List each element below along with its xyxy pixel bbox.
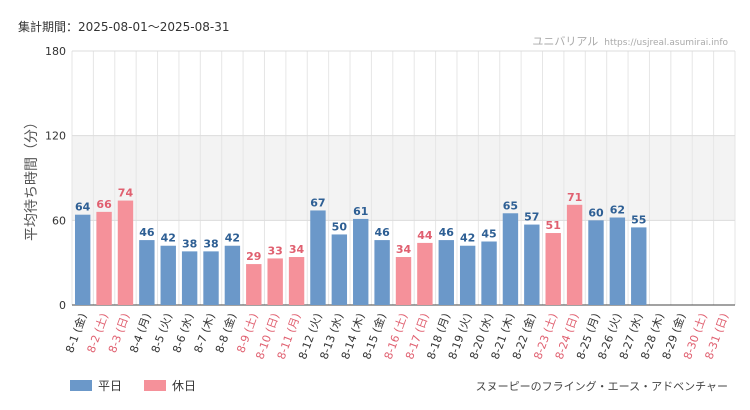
y-axis-label: 平均待ち時間（分）: [24, 115, 40, 241]
bar-value-label: 61: [353, 205, 368, 218]
legend-label-holiday: 休日: [172, 379, 197, 393]
bar: [609, 217, 626, 305]
bar-value-label: 34: [396, 243, 412, 256]
bar: [310, 210, 326, 305]
site-credit: ユニバリアル https://usjreal.asumirai.info: [532, 33, 728, 49]
site-name: ユニバリアル: [532, 35, 599, 48]
bar-value-label: 33: [268, 244, 283, 257]
bar: [224, 245, 241, 305]
y-tick-label: 60: [52, 214, 66, 227]
y-tick-label: 120: [45, 130, 66, 143]
bar: [203, 251, 219, 305]
bar: [246, 264, 262, 305]
bar-value-label: 67: [310, 196, 325, 209]
period-label: 集計期間：2025-08-01〜2025-08-31: [18, 20, 230, 34]
legend-item-weekday: 平日: [70, 377, 122, 394]
bar: [459, 245, 476, 305]
attraction-name: スヌーピーのフライング・エース・アドベンチャー: [475, 380, 728, 393]
legend: 平日 休日: [70, 377, 196, 394]
bar-value-label: 46: [439, 226, 455, 239]
bar-value-label: 60: [588, 206, 604, 219]
bar: [160, 245, 176, 305]
bar: [481, 241, 497, 305]
bar: [288, 257, 305, 305]
bar: [524, 224, 540, 305]
bar-value-label: 42: [460, 232, 475, 245]
bar-value-label: 51: [546, 219, 561, 232]
bar-value-label: 38: [182, 237, 197, 250]
bar-value-label: 62: [610, 204, 625, 217]
bar: [374, 240, 390, 305]
bar-value-label: 57: [524, 211, 539, 224]
bar: [117, 200, 134, 305]
shaded-band: [72, 135, 735, 221]
bar: [545, 233, 561, 305]
bar-value-label: 42: [225, 232, 240, 245]
bar: [181, 251, 198, 305]
y-tick-label: 0: [59, 299, 66, 312]
bar: [502, 213, 519, 305]
bar-value-label: 74: [118, 187, 134, 200]
bar-value-label: 66: [96, 198, 112, 211]
bar-value-label: 45: [481, 228, 496, 241]
bar: [438, 240, 454, 305]
bar: [96, 211, 112, 305]
bar-value-label: 55: [631, 213, 646, 226]
bar: [566, 204, 583, 305]
bar-value-label: 34: [289, 243, 305, 256]
bar: [395, 257, 412, 305]
bar-value-label: 29: [246, 250, 261, 263]
bar-value-label: 65: [503, 199, 518, 212]
bar-value-label: 71: [567, 191, 582, 204]
bar-value-label: 38: [203, 237, 218, 250]
y-tick-label: 180: [45, 45, 66, 58]
bar: [417, 242, 433, 305]
bar-value-label: 42: [161, 232, 176, 245]
bar: [331, 234, 348, 305]
bar: [588, 220, 604, 305]
bar: [74, 214, 91, 305]
bar: [631, 227, 647, 305]
bar-value-label: 46: [139, 226, 155, 239]
bar-value-label: 46: [374, 226, 390, 239]
legend-label-weekday: 平日: [98, 379, 123, 393]
bar: [267, 258, 283, 305]
bar: [353, 218, 369, 305]
legend-swatch-holiday: [144, 380, 167, 391]
bar-value-label: 44: [417, 229, 433, 242]
legend-item-holiday: 休日: [144, 377, 196, 394]
site-url[interactable]: https://usjreal.asumirai.info: [604, 38, 728, 48]
bar-value-label: 64: [75, 201, 91, 214]
legend-swatch-weekday: [70, 380, 92, 391]
bar: [139, 240, 155, 305]
bar-value-label: 50: [332, 220, 348, 233]
